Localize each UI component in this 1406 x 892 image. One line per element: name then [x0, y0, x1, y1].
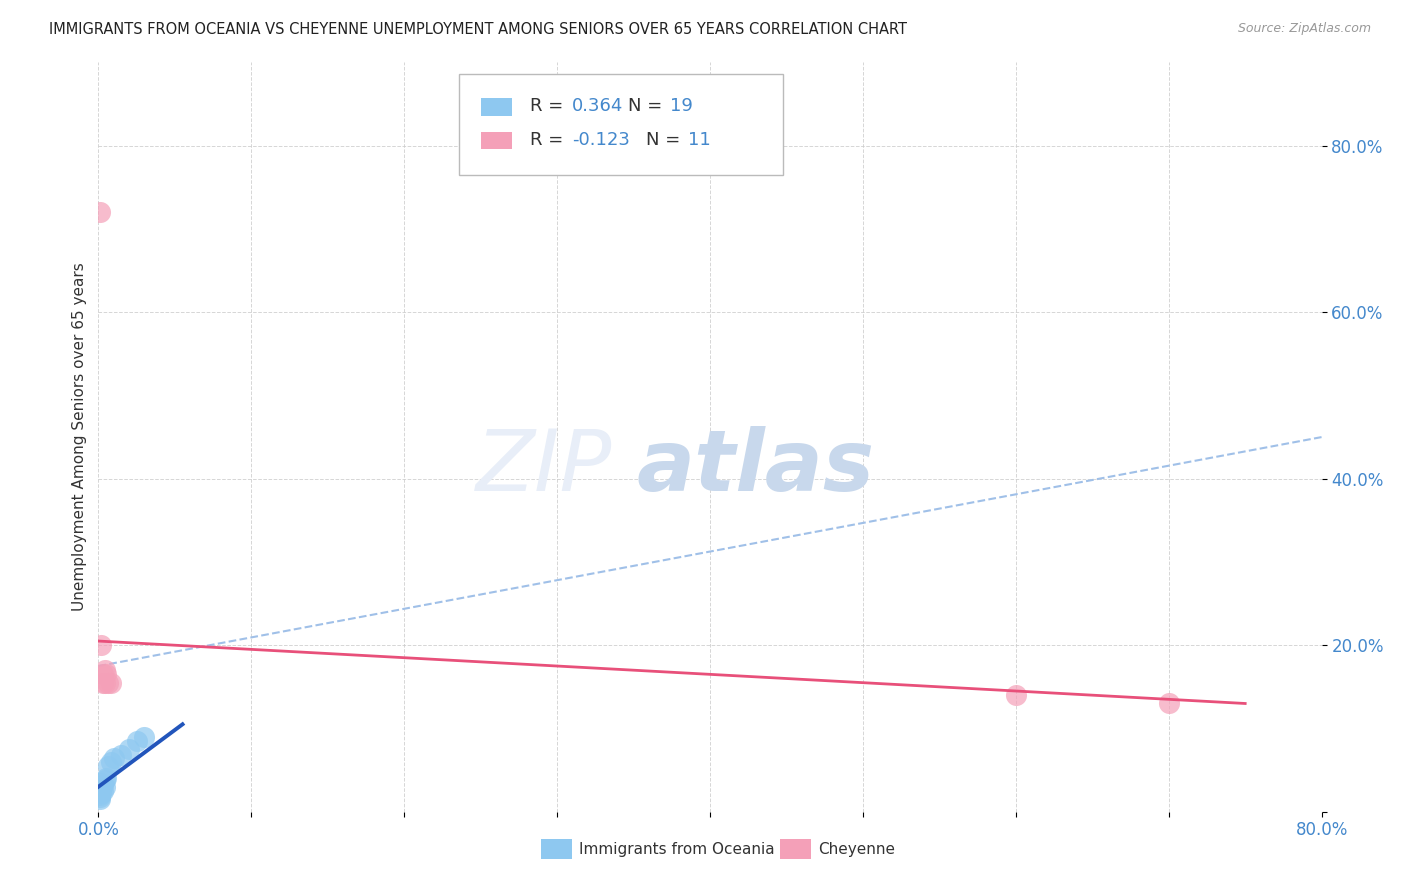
Point — [100, 755, 122, 769]
Point — [91, 675, 114, 690]
Point — [125, 734, 148, 748]
Point — [134, 730, 156, 744]
Text: Source: ZipAtlas.com: Source: ZipAtlas.com — [1237, 22, 1371, 36]
Point — [91, 784, 114, 798]
Text: N =: N = — [647, 130, 686, 149]
Point — [100, 675, 122, 690]
Text: ZIP: ZIP — [475, 425, 612, 508]
Point — [93, 663, 115, 677]
Point — [91, 778, 114, 792]
Point — [89, 788, 111, 802]
Point — [93, 773, 115, 788]
Point — [89, 789, 111, 804]
Text: atlas: atlas — [637, 425, 875, 508]
Point — [93, 780, 115, 794]
Point — [93, 675, 115, 690]
Point — [110, 748, 132, 763]
Text: R =: R = — [530, 130, 569, 149]
Text: -0.123: -0.123 — [572, 130, 630, 149]
FancyBboxPatch shape — [481, 132, 512, 149]
Text: Immigrants from Oceania: Immigrants from Oceania — [579, 842, 775, 856]
FancyBboxPatch shape — [460, 74, 783, 175]
Y-axis label: Unemployment Among Seniors over 65 years: Unemployment Among Seniors over 65 years — [72, 263, 87, 611]
Text: N =: N = — [628, 97, 668, 115]
Point — [1157, 697, 1180, 711]
Text: 0.364: 0.364 — [572, 97, 623, 115]
Point — [97, 759, 120, 773]
Point — [90, 786, 112, 800]
Point — [90, 775, 112, 789]
FancyBboxPatch shape — [481, 98, 512, 116]
Text: 11: 11 — [688, 130, 711, 149]
Text: IMMIGRANTS FROM OCEANIA VS CHEYENNE UNEMPLOYMENT AMONG SENIORS OVER 65 YEARS COR: IMMIGRANTS FROM OCEANIA VS CHEYENNE UNEM… — [49, 22, 907, 37]
Point — [91, 667, 114, 681]
Point — [1004, 688, 1026, 702]
Point — [118, 742, 141, 756]
Point — [90, 638, 112, 652]
Text: 19: 19 — [669, 97, 693, 115]
Text: R =: R = — [530, 97, 569, 115]
Point — [103, 750, 125, 764]
Point — [89, 205, 111, 219]
Text: Cheyenne: Cheyenne — [818, 842, 896, 856]
Point — [97, 675, 120, 690]
Point — [89, 792, 111, 806]
Point — [90, 781, 112, 796]
Point — [89, 784, 111, 798]
Point — [94, 667, 117, 681]
Point — [94, 772, 117, 786]
